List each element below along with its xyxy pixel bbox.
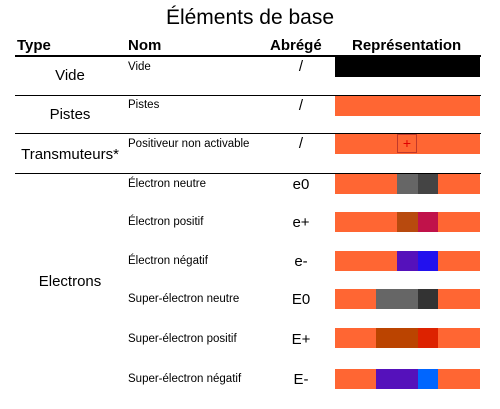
- abrege-pistes: /: [298, 97, 304, 114]
- abrege-vide: /: [298, 58, 304, 75]
- super-electron-right-half: [418, 369, 438, 389]
- type-electrons: Electrons: [38, 273, 102, 290]
- abrege-super-electron-positif: E+: [291, 331, 311, 348]
- nom-super-electron-negatif: Super-électron négatif: [128, 373, 242, 385]
- type-transmuteurs: Transmuteurs*: [21, 146, 119, 163]
- abrege-super-electron-negatif: E-: [293, 371, 309, 388]
- super-electron-left-half: [376, 328, 418, 348]
- header-type: Type: [17, 37, 51, 54]
- abrege-positiveur: /: [298, 135, 304, 152]
- super-electron-right-half: [418, 328, 438, 348]
- row-divider: [15, 95, 481, 96]
- nom-electron-positif: Électron positif: [128, 216, 204, 228]
- header-abrege: Abrégé: [270, 37, 322, 54]
- electron-left-half: [397, 251, 418, 271]
- representation-vide: [335, 57, 480, 77]
- header-representation: Représentation: [352, 37, 462, 54]
- electron-left-half: [397, 174, 418, 194]
- nom-positiveur: Positiveur non activable: [128, 138, 250, 150]
- row-divider: [15, 133, 481, 134]
- nom-super-electron-positif: Super-électron positif: [128, 333, 237, 345]
- nom-electron-neutre: Électron neutre: [128, 178, 206, 190]
- representation-super-electron-negatif: [335, 369, 480, 389]
- representation-super-electron-positif: [335, 328, 480, 348]
- electron-right-half: [418, 212, 438, 232]
- header-divider: [15, 55, 481, 57]
- nom-super-electron-neutre: Super-électron neutre: [128, 293, 240, 305]
- type-pistes: Pistes: [49, 106, 91, 123]
- header-nom: Nom: [128, 37, 162, 54]
- abrege-electron-negatif: e-: [294, 253, 308, 270]
- row-divider: [15, 173, 481, 174]
- representation-pistes: [335, 96, 480, 116]
- nom-electron-negatif: Électron négatif: [128, 255, 208, 267]
- abrege-electron-positif: e+: [292, 214, 310, 231]
- super-electron-left-half: [376, 289, 418, 309]
- electron-left-half: [397, 212, 418, 232]
- electron-right-half: [418, 174, 438, 194]
- representation-electron-positif: [335, 212, 480, 232]
- super-electron-left-half: [376, 369, 418, 389]
- representation-positiveur: +: [335, 134, 480, 154]
- plus-icon: +: [397, 134, 417, 153]
- nom-vide: Vide: [128, 61, 151, 73]
- type-vide: Vide: [55, 67, 85, 84]
- representation-electron-neutre: [335, 174, 480, 194]
- abrege-electron-neutre: e0: [292, 176, 310, 193]
- page-title: Éléments de base: [165, 6, 335, 29]
- representation-electron-negatif: [335, 251, 480, 271]
- representation-super-electron-neutre: [335, 289, 480, 309]
- electron-right-half: [418, 251, 438, 271]
- nom-pistes: Pistes: [128, 99, 160, 111]
- abrege-super-electron-neutre: E0: [291, 291, 311, 308]
- super-electron-right-half: [418, 289, 438, 309]
